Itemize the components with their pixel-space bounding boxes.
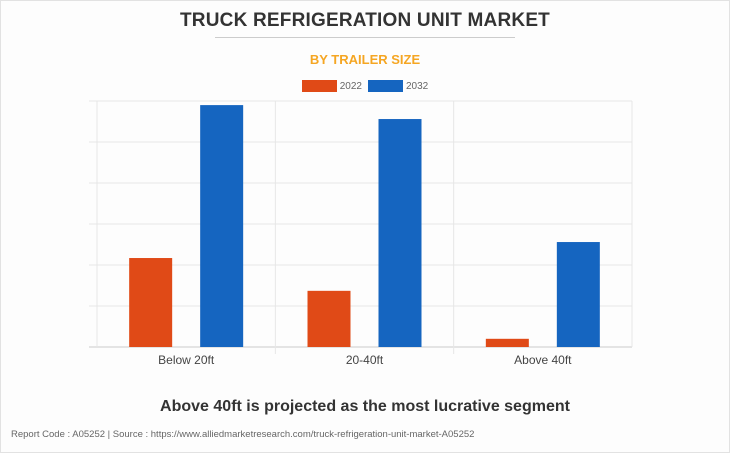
x-tick-label: Below 20ft [158,353,215,367]
bar-2032-20-40ft [378,119,422,347]
legend-swatch-2022 [301,80,337,92]
title-divider [215,37,515,38]
bar-2032-above-40ft [556,242,600,347]
bar-2022-above-40ft [485,338,529,347]
legend-item-2022[interactable]: 2022 [301,80,362,92]
legend: 2022 2032 [0,80,730,92]
chart-subtitle: BY TRAILER SIZE [309,52,421,67]
bar-2022-below-20ft [129,258,173,347]
legend-label: 2022 [339,80,362,92]
bar-2032-below-20ft [200,105,244,347]
legend-swatch-2032 [368,80,403,92]
chart-caption: Above 40ft is projected as the most lucr… [160,398,570,415]
x-tick-label: 20-40ft [346,353,384,367]
x-tick-label: Above 40ft [514,353,572,367]
bar-2022-20-40ft [307,290,351,347]
source-footer: Report Code : A05252 | Source : https://… [11,429,475,440]
legend-item-2032[interactable]: 2032 [368,80,428,92]
legend-label: 2032 [406,80,429,92]
chart-title: TRUCK REFRIGERATION UNIT MARKET [180,10,550,31]
